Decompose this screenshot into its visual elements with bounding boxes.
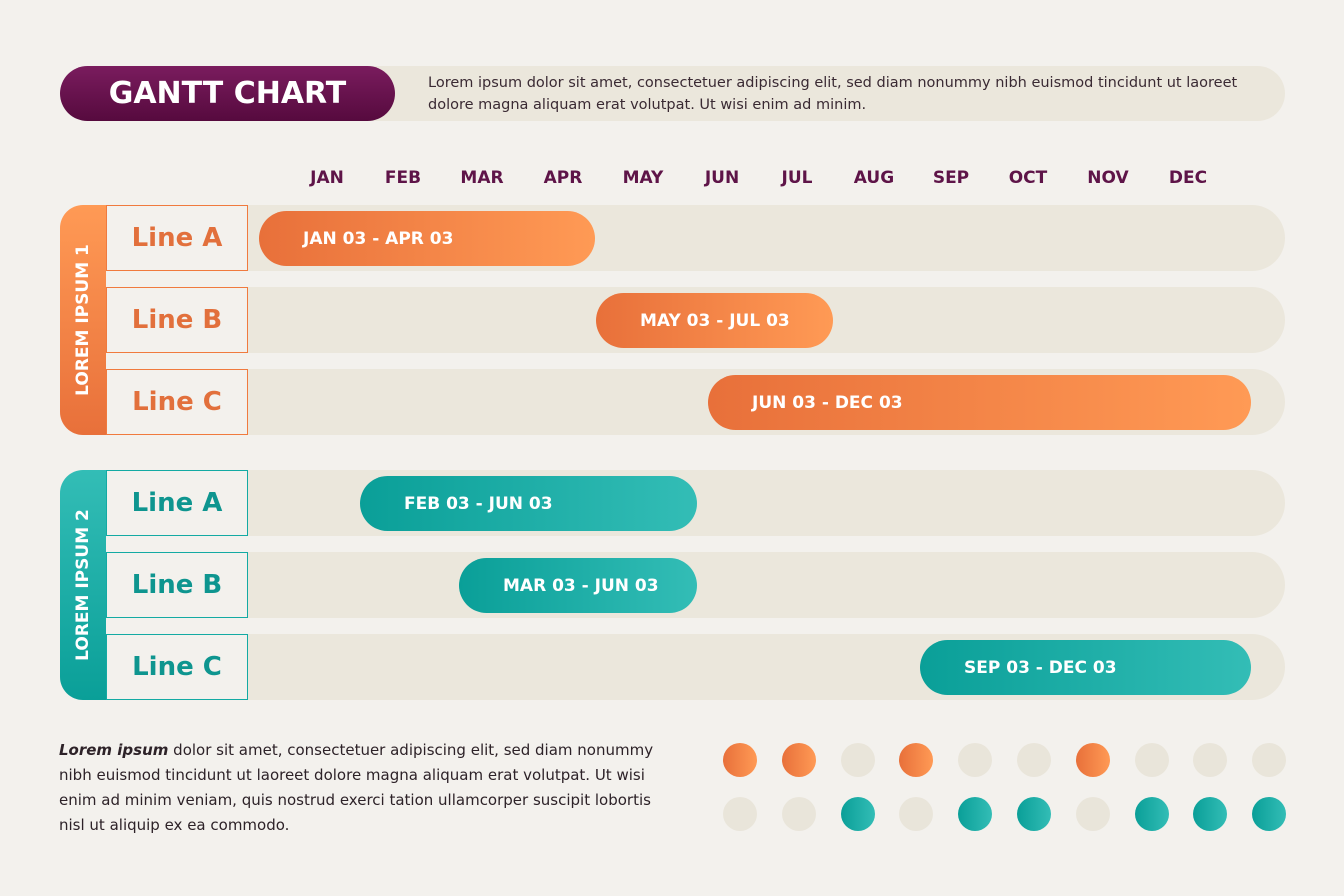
month-label: FEB bbox=[384, 168, 422, 188]
month-label: JUL bbox=[781, 168, 813, 188]
group-name: LOREM IPSUM 2 bbox=[73, 509, 93, 661]
month-label: NOV bbox=[1087, 168, 1129, 188]
task-bar: SEP 03 - DEC 03 bbox=[920, 640, 1251, 695]
month-label: JAN bbox=[310, 168, 344, 188]
group-name: LOREM IPSUM 1 bbox=[73, 244, 93, 396]
task-label: Line B bbox=[106, 287, 248, 353]
active-dot bbox=[723, 743, 757, 777]
inactive-dot bbox=[958, 743, 992, 777]
footer-text: Lorem ipsum dolor sit amet, consectetuer… bbox=[59, 738, 679, 838]
task-bar: JAN 03 - APR 03 bbox=[259, 211, 595, 266]
active-dot bbox=[958, 797, 992, 831]
active-dot bbox=[1252, 797, 1286, 831]
active-dot bbox=[1193, 797, 1227, 831]
task-bar: MAR 03 - JUN 03 bbox=[459, 558, 697, 613]
footer-body: dolor sit amet, consectetuer adipiscing … bbox=[59, 741, 654, 834]
task-bar: MAY 03 - JUL 03 bbox=[596, 293, 833, 348]
task-bar: JUN 03 - DEC 03 bbox=[708, 375, 1251, 430]
inactive-dot bbox=[1252, 743, 1286, 777]
inactive-dot bbox=[1193, 743, 1227, 777]
group-label: LOREM IPSUM 2 bbox=[60, 470, 106, 700]
active-dot bbox=[1135, 797, 1169, 831]
inactive-dot bbox=[782, 797, 816, 831]
active-dot bbox=[782, 743, 816, 777]
month-label: SEP bbox=[932, 168, 970, 188]
active-dot bbox=[841, 797, 875, 831]
footer-lead: Lorem ipsum bbox=[59, 741, 169, 759]
description-box bbox=[300, 66, 1285, 121]
task-label: Line A bbox=[106, 470, 248, 536]
active-dot bbox=[1076, 743, 1110, 777]
active-dot bbox=[1017, 797, 1051, 831]
month-label: MAR bbox=[460, 168, 504, 188]
inactive-dot bbox=[1135, 743, 1169, 777]
month-label: OCT bbox=[1008, 168, 1048, 188]
task-label: Line B bbox=[106, 552, 248, 618]
inactive-dot bbox=[1076, 797, 1110, 831]
task-label: Line C bbox=[106, 369, 248, 435]
task-bar: FEB 03 - JUN 03 bbox=[360, 476, 697, 531]
inactive-dot bbox=[899, 797, 933, 831]
month-label: AUG bbox=[853, 168, 895, 188]
month-label: JUN bbox=[704, 168, 740, 188]
chart-title: GANTT CHART bbox=[60, 66, 395, 121]
header-description: Lorem ipsum dolor sit amet, consectetuer… bbox=[428, 75, 1238, 113]
month-label: MAY bbox=[622, 168, 664, 188]
inactive-dot bbox=[1017, 743, 1051, 777]
inactive-dot bbox=[841, 743, 875, 777]
task-track bbox=[200, 552, 1285, 618]
task-label: Line C bbox=[106, 634, 248, 700]
group-label: LOREM IPSUM 1 bbox=[60, 205, 106, 435]
month-label: APR bbox=[543, 168, 583, 188]
active-dot bbox=[899, 743, 933, 777]
inactive-dot bbox=[723, 797, 757, 831]
task-label: Line A bbox=[106, 205, 248, 271]
month-label: DEC bbox=[1168, 168, 1208, 188]
